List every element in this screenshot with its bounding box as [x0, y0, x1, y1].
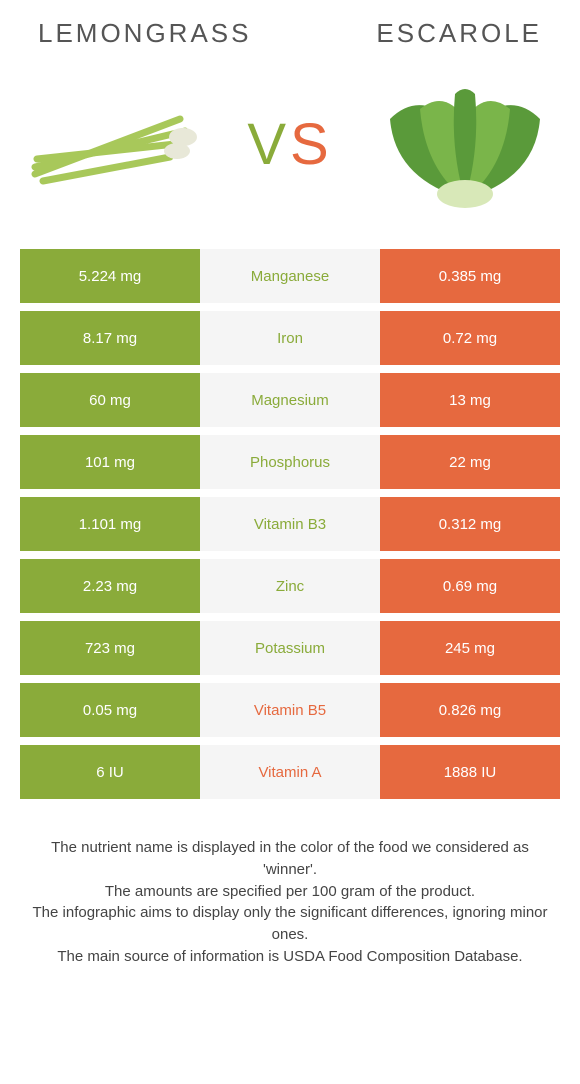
vs-s: S [290, 112, 333, 177]
nutrient-name: Phosphorus [200, 435, 380, 489]
left-value: 101 mg [20, 435, 200, 489]
nutrient-name: Iron [200, 311, 380, 365]
images-row: VS [0, 49, 580, 249]
table-row: 101 mgPhosphorus22 mg [20, 435, 560, 497]
right-value: 0.826 mg [380, 683, 560, 737]
nutrient-name: Vitamin A [200, 745, 380, 799]
left-value: 6 IU [20, 745, 200, 799]
table-row: 0.05 mgVitamin B50.826 mg [20, 683, 560, 745]
right-value: 13 mg [380, 373, 560, 427]
table-row: 5.224 mgManganese0.385 mg [20, 249, 560, 311]
left-value: 2.23 mg [20, 559, 200, 613]
table-row: 723 mgPotassium245 mg [20, 621, 560, 683]
right-value: 0.312 mg [380, 497, 560, 551]
nutrient-name: Potassium [200, 621, 380, 675]
footnote-line: The nutrient name is displayed in the co… [22, 837, 558, 881]
table-row: 2.23 mgZinc0.69 mg [20, 559, 560, 621]
nutrient-table: 5.224 mgManganese0.385 mg8.17 mgIron0.72… [20, 249, 560, 807]
footnote-line: The amounts are specified per 100 gram o… [22, 881, 558, 903]
header: Lemongrass Escarole [0, 0, 580, 49]
vs-v: V [247, 112, 290, 177]
lemongrass-image [20, 79, 210, 209]
right-value: 1888 IU [380, 745, 560, 799]
table-row: 1.101 mgVitamin B30.312 mg [20, 497, 560, 559]
nutrient-name: Vitamin B5 [200, 683, 380, 737]
right-value: 245 mg [380, 621, 560, 675]
table-row: 8.17 mgIron0.72 mg [20, 311, 560, 373]
nutrient-name: Magnesium [200, 373, 380, 427]
nutrient-name: Vitamin B3 [200, 497, 380, 551]
table-row: 60 mgMagnesium13 mg [20, 373, 560, 435]
left-value: 8.17 mg [20, 311, 200, 365]
nutrient-name: Zinc [200, 559, 380, 613]
left-value: 723 mg [20, 621, 200, 675]
nutrient-name: Manganese [200, 249, 380, 303]
footnotes: The nutrient name is displayed in the co… [0, 807, 580, 968]
right-value: 0.69 mg [380, 559, 560, 613]
vs-label: VS [247, 111, 332, 178]
escarole-image [370, 79, 560, 209]
footnote-line: The infographic aims to display only the… [22, 902, 558, 946]
right-value: 22 mg [380, 435, 560, 489]
table-row: 6 IUVitamin A1888 IU [20, 745, 560, 807]
right-value: 0.385 mg [380, 249, 560, 303]
right-value: 0.72 mg [380, 311, 560, 365]
left-value: 1.101 mg [20, 497, 200, 551]
left-value: 60 mg [20, 373, 200, 427]
right-food-title: Escarole [376, 18, 542, 49]
left-food-title: Lemongrass [38, 18, 252, 49]
footnote-line: The main source of information is USDA F… [22, 946, 558, 968]
left-value: 0.05 mg [20, 683, 200, 737]
left-value: 5.224 mg [20, 249, 200, 303]
